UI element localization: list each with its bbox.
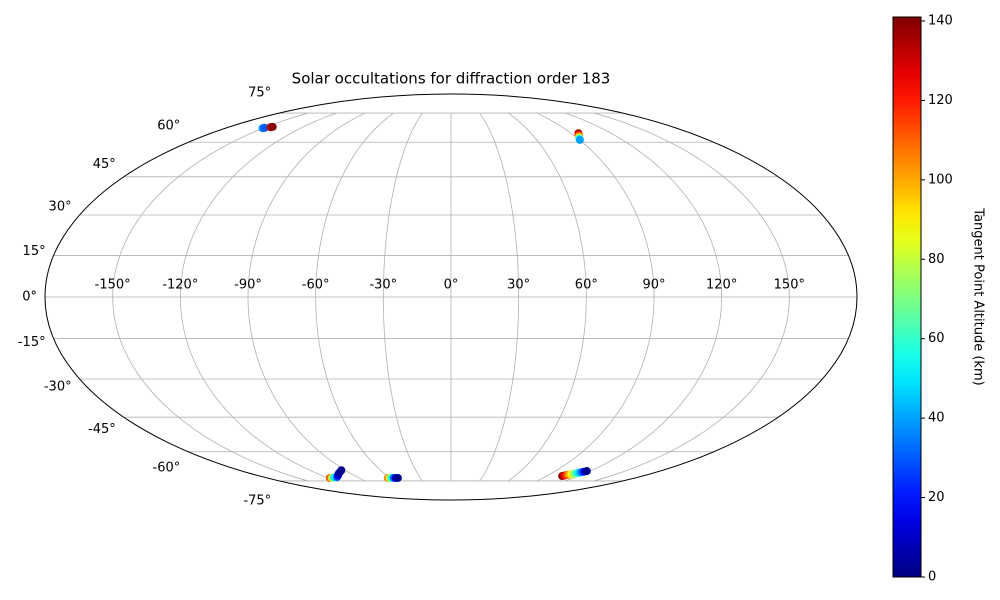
map-boundary — [44, 93, 858, 501]
colorbar-tick-label: 60 — [928, 331, 945, 346]
colorbar-tick-label: 100 — [928, 172, 953, 187]
point — [268, 122, 277, 131]
x-tick-label: 0° — [444, 278, 459, 293]
y-tick-label: -60° — [153, 460, 181, 475]
x-tick-label: 90° — [642, 278, 665, 293]
y-tick-label: -30° — [44, 380, 72, 395]
colorbar-tick-label: 20 — [928, 490, 945, 505]
point — [575, 135, 584, 144]
y-tick-label: 15° — [23, 244, 46, 259]
x-tick-label: 150° — [774, 278, 805, 293]
colorbar-label: Tangent Point Altitude (km) — [971, 207, 986, 385]
y-tick-label: 30° — [49, 199, 72, 214]
x-tick-label: -90° — [234, 278, 262, 293]
y-tick-label: 45° — [93, 157, 116, 172]
x-tick-label: -150° — [95, 278, 131, 293]
colorbar-tick-label: 120 — [928, 93, 953, 108]
colorbar — [892, 16, 922, 578]
y-tick-label: 0° — [22, 290, 37, 305]
colorbar-tick-label: 0 — [928, 570, 936, 585]
y-tick-label: 60° — [157, 119, 180, 134]
y-tick-label: 75° — [248, 85, 271, 100]
point — [393, 473, 402, 482]
y-tick-label: -15° — [18, 335, 46, 350]
x-tick-label: -30° — [369, 278, 397, 293]
x-tick-label: 30° — [507, 278, 530, 293]
point — [260, 123, 269, 132]
colorbar-tick-label: 40 — [928, 411, 945, 426]
x-tick-label: -120° — [162, 278, 198, 293]
point — [582, 467, 591, 476]
colorbar-tick-label: 80 — [928, 252, 945, 267]
x-tick-label: 120° — [706, 278, 737, 293]
chart-title: Solar occultations for diffraction order… — [292, 70, 611, 88]
y-tick-label: -45° — [88, 422, 116, 437]
x-tick-label: 60° — [575, 278, 598, 293]
colorbar-tick-label: 140 — [928, 13, 953, 28]
y-tick-label: -75° — [243, 494, 271, 509]
x-tick-label: -60° — [302, 278, 330, 293]
point — [337, 466, 346, 475]
